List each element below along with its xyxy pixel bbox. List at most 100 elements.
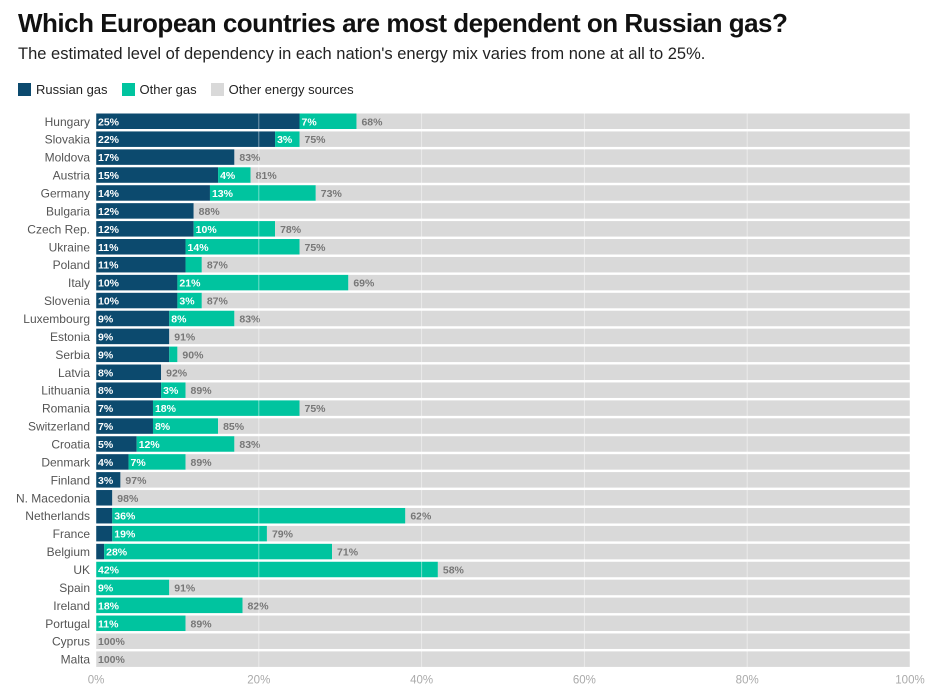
data-label: 12% [139, 439, 161, 451]
bar-segment [177, 274, 349, 291]
x-tick-label: 40% [410, 674, 433, 686]
bar-segment [161, 382, 186, 398]
bar-segment [218, 418, 911, 434]
data-label: 12% [98, 206, 120, 218]
data-label: 4% [98, 457, 114, 469]
category-label: Austria [53, 169, 91, 183]
data-label: 75% [305, 242, 327, 254]
category-label: Czech Rep. [27, 222, 90, 236]
bar-segment [96, 472, 121, 488]
data-label: 3% [163, 385, 179, 397]
data-label: 82% [248, 600, 270, 612]
bar-segment [161, 364, 910, 381]
bar-segment [96, 543, 105, 560]
legend-item-other-gas: Other gas [121, 82, 197, 97]
bar-segment [169, 579, 910, 596]
category-label: N. Macedonia [16, 491, 90, 505]
bar-segment [437, 561, 910, 578]
data-label: 97% [125, 475, 147, 487]
category-label: Croatia [51, 437, 90, 451]
bar-segment [96, 292, 178, 309]
bar-segment [96, 113, 300, 129]
data-label: 18% [155, 403, 177, 415]
legend-swatch [18, 83, 31, 96]
data-label: 15% [98, 170, 120, 182]
category-label: Poland [53, 258, 90, 272]
bar-segment [234, 436, 910, 452]
bar-segment [266, 525, 910, 542]
bar-segment [104, 543, 333, 560]
bar-segment [120, 472, 911, 488]
data-label: 11% [98, 260, 119, 272]
bar-segment [234, 149, 910, 165]
bar-segment [185, 256, 202, 273]
bar-segment [96, 561, 438, 578]
data-label: 5% [98, 439, 114, 451]
bar-segment [96, 131, 276, 147]
bar-segment [96, 256, 186, 273]
bar-segment [96, 615, 186, 632]
data-label: 25% [98, 116, 120, 128]
bar-segment [169, 328, 910, 345]
data-label: 7% [98, 403, 114, 415]
data-label: 4% [220, 170, 236, 182]
data-label: 90% [182, 349, 204, 361]
category-label: France [53, 527, 91, 541]
data-label: 79% [272, 529, 294, 541]
bar-segment [96, 239, 186, 255]
bar-segment [201, 292, 910, 309]
bar-segment [96, 579, 170, 596]
bar-segment [185, 615, 911, 632]
data-label: 11% [98, 618, 119, 630]
bar-segment [96, 382, 162, 398]
legend-item-other-energy: Other energy sources [210, 82, 354, 97]
bar-segment [96, 400, 153, 416]
bar-segment [250, 167, 910, 183]
data-label: 83% [239, 152, 261, 164]
data-label: 19% [114, 529, 136, 541]
data-label: 91% [174, 582, 196, 594]
legend-label: Other gas [139, 82, 197, 97]
data-label: 58% [443, 565, 465, 577]
category-label: Finland [51, 473, 90, 487]
data-label: 9% [98, 349, 114, 361]
data-label: 14% [188, 242, 210, 254]
bar-segment [169, 346, 178, 363]
data-label: 8% [98, 385, 114, 397]
category-label: Switzerland [28, 420, 90, 434]
bar-segment [299, 239, 910, 255]
bar-segment [96, 274, 178, 291]
data-label: 12% [98, 224, 120, 236]
data-label: 10% [98, 278, 120, 290]
data-label: 8% [171, 313, 187, 325]
data-label: 71% [337, 547, 359, 559]
data-label: 28% [106, 547, 128, 559]
data-label: 9% [98, 582, 114, 594]
data-label: 10% [196, 224, 218, 236]
bar-segment [96, 507, 113, 524]
category-label: Ireland [53, 599, 90, 613]
data-label: 81% [256, 170, 278, 182]
data-label: 7% [131, 457, 147, 469]
bar-segment [193, 221, 276, 237]
bar-segment [96, 418, 153, 434]
category-label: Latvia [58, 366, 90, 380]
category-label: Italy [68, 276, 90, 290]
data-label: 73% [321, 188, 343, 200]
category-label: Cyprus [52, 635, 90, 649]
data-label: 83% [239, 439, 261, 451]
bar-segment [193, 203, 910, 219]
data-label: 8% [98, 367, 114, 379]
data-label: 85% [223, 421, 245, 433]
data-label: 21% [179, 278, 201, 290]
data-label: 36% [114, 511, 136, 523]
category-label: Portugal [45, 617, 90, 631]
bar-segment [299, 400, 910, 416]
bar-segment [201, 256, 910, 273]
data-label: 68% [361, 116, 383, 128]
bar-segment [185, 239, 300, 255]
bar-segment [96, 490, 113, 506]
category-label: Moldova [45, 151, 91, 165]
bar-segment [96, 651, 910, 667]
category-label: Luxembourg [23, 312, 90, 326]
